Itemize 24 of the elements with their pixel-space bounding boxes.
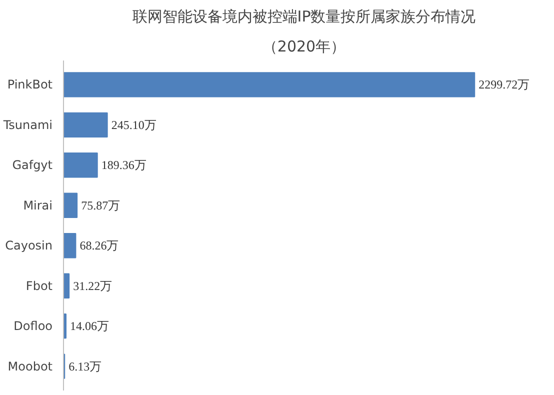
chart-subtitle: （2020年） <box>262 38 346 56</box>
data-label: 189.36万 <box>101 158 146 172</box>
chart-title: 联网智能设备境内被控端IP数量按所属家族分布情况 <box>132 8 476 26</box>
y-tick-label: Tsunami <box>2 118 53 132</box>
y-tick-label: Cayosin <box>5 238 53 253</box>
bar <box>64 192 78 218</box>
y-tick-label: Mirai <box>23 198 53 212</box>
bar <box>64 72 476 98</box>
bar <box>64 152 98 178</box>
y-tick-label: Gafgyt <box>12 158 53 172</box>
data-label: 6.13万 <box>68 359 102 374</box>
data-label: 245.10万 <box>111 118 156 132</box>
y-tick-label: Moobot <box>8 359 53 374</box>
y-tick-label: PinkBot <box>7 78 53 92</box>
y-tick-label: Dofloo <box>14 319 53 334</box>
data-label: 31.22万 <box>73 278 112 293</box>
data-label: 75.87万 <box>81 198 120 212</box>
bar <box>64 112 108 138</box>
data-label: 2299.72万 <box>478 78 530 92</box>
bar <box>64 273 70 298</box>
bar <box>64 233 76 258</box>
y-tick-label: Fbot <box>26 278 53 293</box>
data-label: 14.06万 <box>70 319 110 334</box>
data-label: 68.26万 <box>80 238 119 253</box>
